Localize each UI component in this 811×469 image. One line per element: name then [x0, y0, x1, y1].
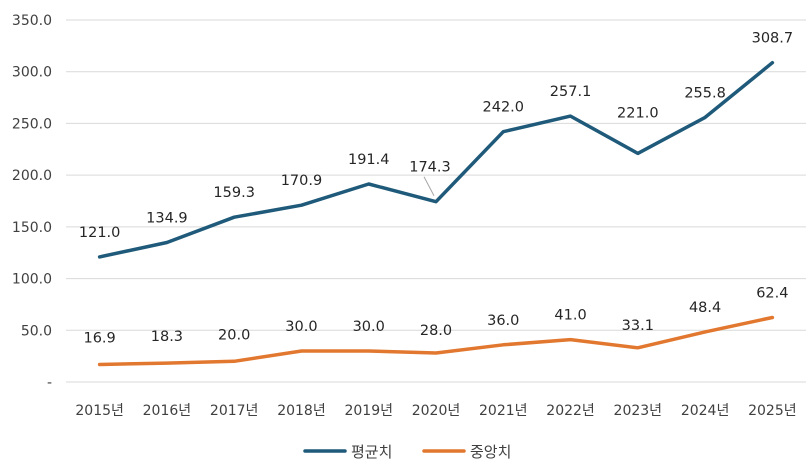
x-tick-label: 2015년: [75, 403, 124, 419]
x-tick-label: 2022년: [546, 403, 595, 419]
data-label: 16.9: [83, 331, 115, 347]
data-label: 308.7: [752, 31, 794, 47]
data-label: 33.1: [622, 318, 654, 334]
data-label: 28.0: [420, 323, 452, 339]
data-label: 221.0: [617, 105, 659, 121]
data-label: 174.3: [409, 160, 451, 176]
x-tick-label: 2016년: [143, 403, 192, 419]
leader-line: [423, 176, 435, 196]
x-tick-label: 2021년: [479, 403, 528, 419]
legend-label: 평균치: [351, 443, 392, 461]
legend: 평균치 중앙치: [303, 443, 511, 461]
data-label: 134.9: [146, 210, 188, 226]
y-tick-label: 100.0: [12, 272, 52, 288]
data-label: 36.0: [487, 313, 519, 329]
data-label: 255.8: [684, 85, 726, 101]
x-tick-label: 2023년: [614, 403, 663, 419]
data-label: 41.0: [554, 308, 586, 324]
y-tick-label: 50.0: [21, 323, 52, 339]
grid-lines: [66, 19, 806, 383]
data-label: 48.4: [689, 300, 721, 316]
y-tick-label: -: [47, 375, 52, 391]
x-tick-label: 2019년: [344, 403, 393, 419]
x-tick-label: 2020년: [412, 403, 461, 419]
y-axis: - 50.0 100.0 150.0 200.0 250.0 300.0 350.0: [12, 13, 52, 391]
x-tick-label: 2017년: [210, 403, 259, 419]
data-label: 170.9: [281, 173, 323, 189]
y-tick-label: 200.0: [12, 168, 52, 184]
data-label: 20.0: [218, 327, 250, 343]
series-lines: [97, 60, 775, 367]
y-tick-label: 250.0: [12, 116, 52, 132]
data-label: 18.3: [151, 329, 183, 345]
data-label: 62.4: [756, 285, 788, 301]
x-tick-label: 2025년: [748, 403, 797, 419]
data-label: 30.0: [353, 319, 385, 335]
data-label: 30.0: [285, 319, 317, 335]
data-labels: 121.0 134.9 159.3 170.9 191.4 174.3 242.0 257.1…: [79, 31, 793, 347]
y-tick-label: 350.0: [12, 13, 52, 29]
data-label: 159.3: [213, 185, 255, 201]
data-label: 257.1: [550, 84, 592, 100]
data-label: 242.0: [483, 100, 525, 116]
data-label: 121.0: [79, 225, 121, 241]
legend-label: 중앙치: [470, 443, 511, 461]
x-tick-label: 2024년: [681, 403, 730, 419]
y-tick-label: 150.0: [12, 220, 52, 236]
x-axis: 2015년 2016년 2017년 2018년 2019년 2020년 2021년 2022년…: [75, 403, 796, 419]
data-label: 191.4: [348, 152, 390, 168]
y-tick-label: 300.0: [12, 65, 52, 81]
x-tick-label: 2018년: [277, 403, 326, 419]
